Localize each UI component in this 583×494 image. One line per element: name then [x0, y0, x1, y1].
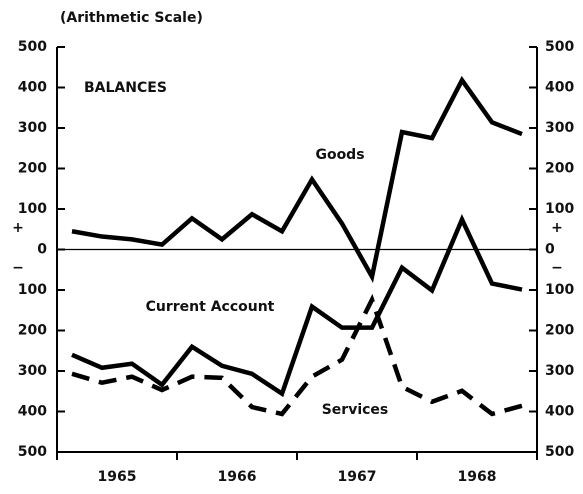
y-tick-label: 500	[18, 444, 47, 460]
plus-sign: +	[551, 220, 563, 236]
y-tick-label: 400	[18, 404, 47, 420]
y-tick-label: 100	[18, 201, 47, 217]
chart-title: BALANCES	[84, 80, 167, 96]
series-label: Services	[322, 402, 389, 418]
y-tick-label: 0	[37, 242, 47, 258]
minus-sign: −	[12, 260, 24, 276]
y-tick-label: 0	[545, 242, 555, 258]
y-tick-label: 200	[18, 161, 47, 177]
y-tick-label: 100	[545, 201, 574, 217]
y-tick-label: 500	[545, 444, 574, 460]
y-tick-label: 300	[545, 120, 574, 136]
y-tick-label: 100	[18, 282, 47, 298]
y-tick-label: 500	[18, 39, 47, 55]
y-tick-label: 500	[545, 39, 574, 55]
x-tick-label: 1967	[338, 469, 377, 485]
x-tick-label: 1966	[218, 469, 257, 485]
series-label: Current Account	[146, 299, 275, 315]
y-tick-label: 200	[545, 323, 574, 339]
minus-sign: −	[551, 260, 563, 276]
chart-subtitle: (Arithmetic Scale)	[60, 10, 203, 26]
series-line	[71, 75, 523, 283]
series-line	[71, 293, 523, 417]
y-tick-label: 300	[18, 363, 47, 379]
y-tick-label: 400	[545, 80, 574, 96]
y-tick-label: 400	[18, 80, 47, 96]
series-line	[71, 214, 523, 398]
x-tick-label: 1968	[458, 469, 497, 485]
y-tick-label: 100	[545, 282, 574, 298]
series-label: Goods	[315, 147, 364, 163]
x-tick-label: 1965	[98, 469, 137, 485]
y-tick-label: 200	[18, 323, 47, 339]
plus-sign: +	[12, 220, 24, 236]
y-tick-label: 300	[18, 120, 47, 136]
y-tick-label: 300	[545, 363, 574, 379]
y-tick-label: 400	[545, 404, 574, 420]
y-tick-label: 200	[545, 161, 574, 177]
